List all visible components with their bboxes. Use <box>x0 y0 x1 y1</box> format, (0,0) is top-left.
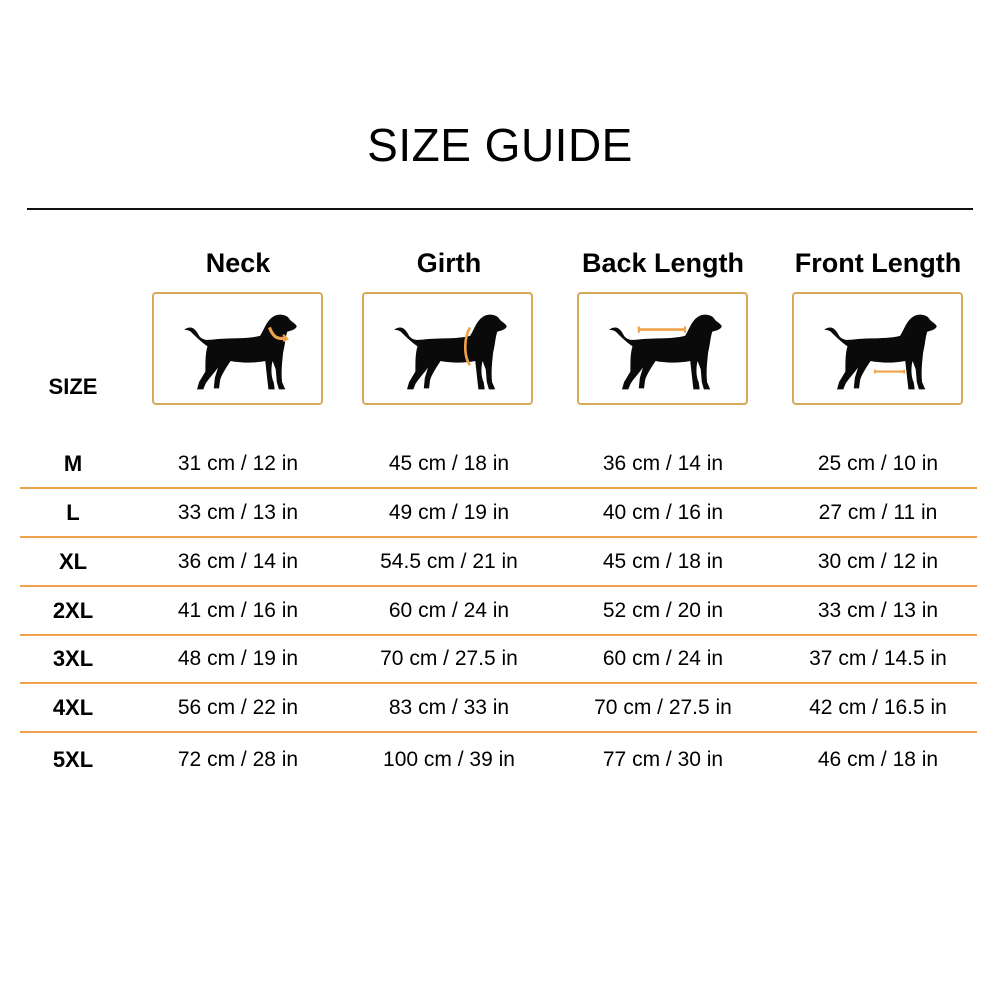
neck-value: 41 cm / 16 in <box>177 599 299 622</box>
back-length-value: 36 cm / 14 in <box>602 452 724 475</box>
row-divider <box>20 585 977 587</box>
front-length-value: 46 cm / 18 in <box>817 748 939 771</box>
dog-neck-measure-icon <box>152 292 323 405</box>
table-row: M 31 cm / 12 in 45 cm / 18 in 36 cm / 14 in… <box>20 440 977 489</box>
size-label: 2XL <box>52 598 94 623</box>
column-header-back-length: Back Length <box>581 248 745 278</box>
dog-girth-measure-icon <box>362 292 533 405</box>
dog-icon <box>824 314 937 390</box>
dog-front-length-measure-icon <box>792 292 963 405</box>
front-length-value: 27 cm / 11 in <box>818 501 938 524</box>
neck-value: 33 cm / 13 in <box>177 501 299 524</box>
front-length-value: 42 cm / 16.5 in <box>809 696 947 719</box>
dog-icon <box>394 314 507 390</box>
column-header-neck: Neck <box>205 248 271 278</box>
size-column-header: SIZE <box>48 374 98 399</box>
measure-marker-icon <box>874 369 905 374</box>
back-length-value: 77 cm / 30 in <box>602 748 724 771</box>
table-row: 2XL 41 cm / 16 in 60 cm / 24 in 52 cm / 20 … <box>20 587 977 636</box>
girth-value: 45 cm / 18 in <box>388 452 510 475</box>
dog-back-length-measure-icon <box>577 292 748 405</box>
dog-silhouette <box>394 314 507 390</box>
girth-value: 83 cm / 33 in <box>388 696 510 719</box>
girth-value: 60 cm / 24 in <box>388 599 510 622</box>
back-length-value: 52 cm / 20 in <box>602 599 724 622</box>
size-label: 4XL <box>52 695 94 720</box>
column-header-girth: Girth <box>416 248 482 278</box>
table-row: 4XL 56 cm / 22 in 83 cm / 33 in 70 cm / 27.… <box>20 684 977 733</box>
back-length-value: 40 cm / 16 in <box>602 501 724 524</box>
neck-value: 56 cm / 22 in <box>177 696 299 719</box>
dog-icon <box>609 314 722 390</box>
row-divider <box>20 682 977 684</box>
neck-value: 36 cm / 14 in <box>177 550 299 573</box>
table-row: XL 36 cm / 14 in 54.5 cm / 21 in 45 cm / 18… <box>20 538 977 587</box>
girth-value: 70 cm / 27.5 in <box>380 647 518 670</box>
measure-marker-icon <box>267 326 290 343</box>
front-length-value: 33 cm / 13 in <box>817 599 939 622</box>
front-length-value: 25 cm / 10 in <box>817 452 939 475</box>
table-row: L 33 cm / 13 in 49 cm / 19 in 40 cm / 16 in… <box>20 489 977 538</box>
page-title: SIZE GUIDE <box>367 119 633 171</box>
size-label: M <box>63 451 83 476</box>
front-length-value: 37 cm / 14.5 in <box>809 647 947 670</box>
column-header-front-length: Front Length <box>794 248 962 278</box>
row-divider <box>20 536 977 538</box>
size-label: L <box>66 500 80 525</box>
girth-value: 100 cm / 39 in <box>383 748 515 771</box>
table-row: 3XL 48 cm / 19 in 70 cm / 27.5 in 60 cm / 2… <box>20 635 977 684</box>
neck-value: 72 cm / 28 in <box>177 748 299 771</box>
dog-silhouette <box>609 314 722 390</box>
dog-silhouette <box>184 314 297 390</box>
neck-value: 31 cm / 12 in <box>177 452 299 475</box>
measure-marker-icon <box>637 326 687 333</box>
measure-marker-icon <box>463 326 472 367</box>
dog-icon <box>184 314 297 390</box>
row-divider <box>20 731 977 733</box>
back-length-value: 70 cm / 27.5 in <box>594 696 732 719</box>
table-row: 5XL 72 cm / 28 in 100 cm / 39 in 77 cm / 30… <box>20 736 977 785</box>
row-divider <box>20 634 977 636</box>
size-label: 5XL <box>52 747 94 772</box>
size-label: XL <box>58 549 88 574</box>
front-length-value: 30 cm / 12 in <box>817 550 939 573</box>
row-divider <box>20 487 977 489</box>
girth-value: 49 cm / 19 in <box>388 501 510 524</box>
neck-value: 48 cm / 19 in <box>177 647 299 670</box>
dog-silhouette <box>824 314 937 390</box>
title-divider <box>27 208 973 210</box>
back-length-value: 60 cm / 24 in <box>602 647 724 670</box>
size-label: 3XL <box>52 646 94 671</box>
girth-value: 54.5 cm / 21 in <box>380 550 518 573</box>
back-length-value: 45 cm / 18 in <box>602 550 724 573</box>
